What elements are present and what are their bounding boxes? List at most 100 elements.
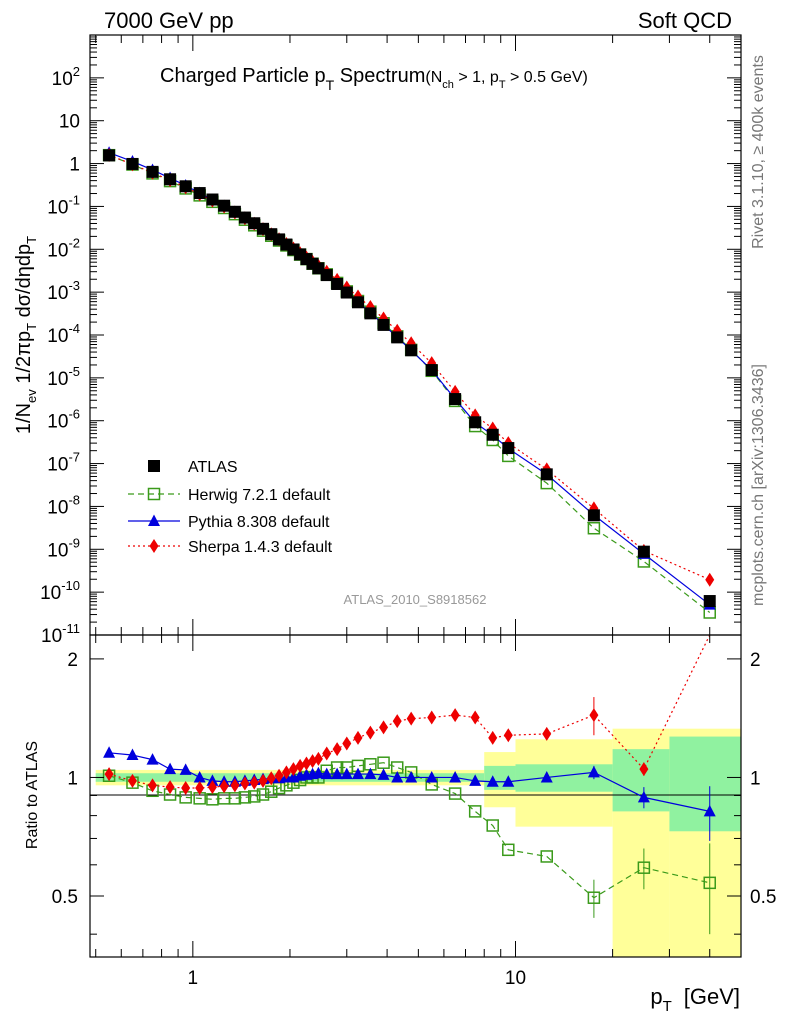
herwig-point — [587, 891, 601, 904]
pythia-point — [179, 763, 192, 775]
pythia-main-line — [108, 152, 711, 606]
main-y-tick-label: 10-6 — [47, 407, 80, 433]
atlas-point — [193, 187, 206, 200]
pythia-point — [320, 767, 333, 780]
main-y-tick-mantissa: 10 — [47, 326, 68, 347]
sherpa-point — [332, 742, 342, 757]
pythia-point — [164, 762, 177, 775]
ratio-inner-band — [515, 764, 613, 792]
sherpa-point — [542, 726, 552, 741]
pythia-point — [103, 746, 116, 758]
sherpa-point — [230, 778, 240, 793]
main-y-tick-label: 10-9 — [47, 535, 80, 561]
atlas-point — [228, 205, 241, 218]
herwig-point — [703, 876, 716, 890]
sherpa-point — [313, 751, 323, 766]
pythia-point — [637, 790, 650, 803]
main-y-tick-label: 10-7 — [47, 450, 80, 476]
xlabel-b: [GeV] — [684, 984, 740, 1009]
main-title-text: Charged Particle p — [160, 65, 326, 87]
rivet-label: Rivet 3.1.10, ≥ 400k events — [750, 55, 767, 249]
main-title-cond-b: > 1, p — [454, 69, 499, 86]
main-y-tick-mantissa: 10 — [47, 240, 68, 261]
sherpa-point — [353, 730, 363, 745]
x-axis-label: pT [GeV] — [650, 984, 740, 1015]
main-y-tick-mantissa: 10 — [40, 583, 61, 604]
pythia-point — [703, 804, 716, 817]
sherpa-point — [149, 539, 159, 553]
herwig-point — [448, 787, 462, 800]
sherpa-point — [249, 775, 259, 790]
sherpa-point — [288, 762, 298, 777]
main-y-tick-label: 10-2 — [47, 235, 80, 261]
sherpa-point — [127, 773, 137, 788]
pythia-point — [425, 770, 438, 783]
atlas-point — [179, 180, 192, 193]
herwig-point — [248, 790, 261, 803]
sherpa-point — [301, 756, 311, 771]
atlas-point — [218, 199, 231, 212]
herwig-point — [637, 861, 651, 874]
main-y-tick-exponent: -1 — [68, 192, 80, 207]
pythia-point — [540, 770, 553, 783]
main-y-tick-label: 10 — [59, 112, 80, 133]
herwig-point — [540, 850, 554, 863]
herwig-point — [265, 785, 278, 798]
main-panel: 10210110-110-210-310-410-510-610-710-810… — [13, 34, 742, 647]
pythia-point — [126, 748, 139, 761]
main-y-tick-exponent: -10 — [61, 578, 80, 593]
main-y-tick-label: 10-3 — [47, 278, 80, 304]
main-y-tick-label: 10-5 — [47, 364, 80, 390]
main-y-tick-exponent: -7 — [68, 450, 80, 465]
ylabel-a: 1/N — [13, 403, 35, 434]
sherpa-point — [258, 773, 268, 788]
atlas-point — [126, 157, 139, 170]
main-title: Charged Particle pT Spectrum(Nch > 1, pT… — [160, 65, 588, 93]
atlas-point — [637, 545, 650, 558]
main-y-tick-exponent: -9 — [68, 535, 80, 550]
header-right-label: Soft QCD — [638, 8, 732, 33]
sherpa-point — [503, 728, 513, 743]
sherpa-point — [589, 708, 599, 723]
main-y-tick-label: 10-8 — [47, 492, 80, 518]
herwig-point — [587, 521, 601, 535]
ratio-axis-ticks: 0.5 0.5 1 1 2 2 1 10 — [52, 635, 776, 989]
main-y-tick-mantissa: 10 — [52, 69, 73, 90]
main-y-tick-mantissa: 10 — [47, 540, 68, 561]
pythia-point — [391, 770, 404, 783]
herwig-point — [238, 791, 252, 804]
sherpa-point — [281, 765, 291, 780]
herwig-legend-label: Herwig 7.2.1 default — [188, 487, 331, 504]
main-y-tick-label: 10-10 — [40, 578, 80, 604]
main-y-tick-exponent: -2 — [68, 235, 80, 250]
pythia-point — [331, 767, 344, 780]
herwig-point — [228, 792, 242, 805]
atlas-point — [206, 193, 219, 206]
sherpa-point — [322, 746, 332, 761]
main-y-tick-exponent: -8 — [68, 492, 80, 507]
analysis-id: ATLAS_2010_S8918562 — [344, 592, 487, 607]
ratio-series — [102, 634, 716, 935]
herwig-point — [377, 756, 390, 769]
sherpa-point — [148, 778, 158, 793]
legend: ATLAS Herwig 7.2.1 default Pythia 8.308 de… — [128, 459, 333, 556]
pythia-point — [449, 770, 462, 783]
mcplots-label: mcplots.cern.ch [arXiv:1306.3436] — [750, 364, 767, 606]
atlas-legend-label: ATLAS — [188, 459, 238, 476]
sherpa-point — [379, 720, 389, 735]
atlas-point — [340, 286, 353, 299]
atlas-point — [320, 269, 333, 282]
sherpa-point — [266, 771, 276, 786]
sherpa-point — [342, 736, 352, 751]
main-y-tick-exponent: 2 — [73, 64, 80, 79]
ylabel-c: dσ/dηdp — [13, 244, 35, 323]
main-y-tick-label: 10-11 — [41, 621, 80, 647]
main-y-tick-label: 10-1 — [47, 192, 80, 218]
header-left-label: 7000 GeV pp — [104, 8, 234, 33]
main-y-tick-labels: 10210110-110-210-310-410-510-610-710-810… — [40, 64, 80, 647]
ratio-x-tick-label: 1 — [188, 968, 199, 989]
pythia-point — [486, 775, 499, 787]
sherpa-point — [427, 710, 437, 725]
herwig-point — [147, 487, 161, 501]
main-y-tick-mantissa: 10 — [47, 197, 68, 218]
